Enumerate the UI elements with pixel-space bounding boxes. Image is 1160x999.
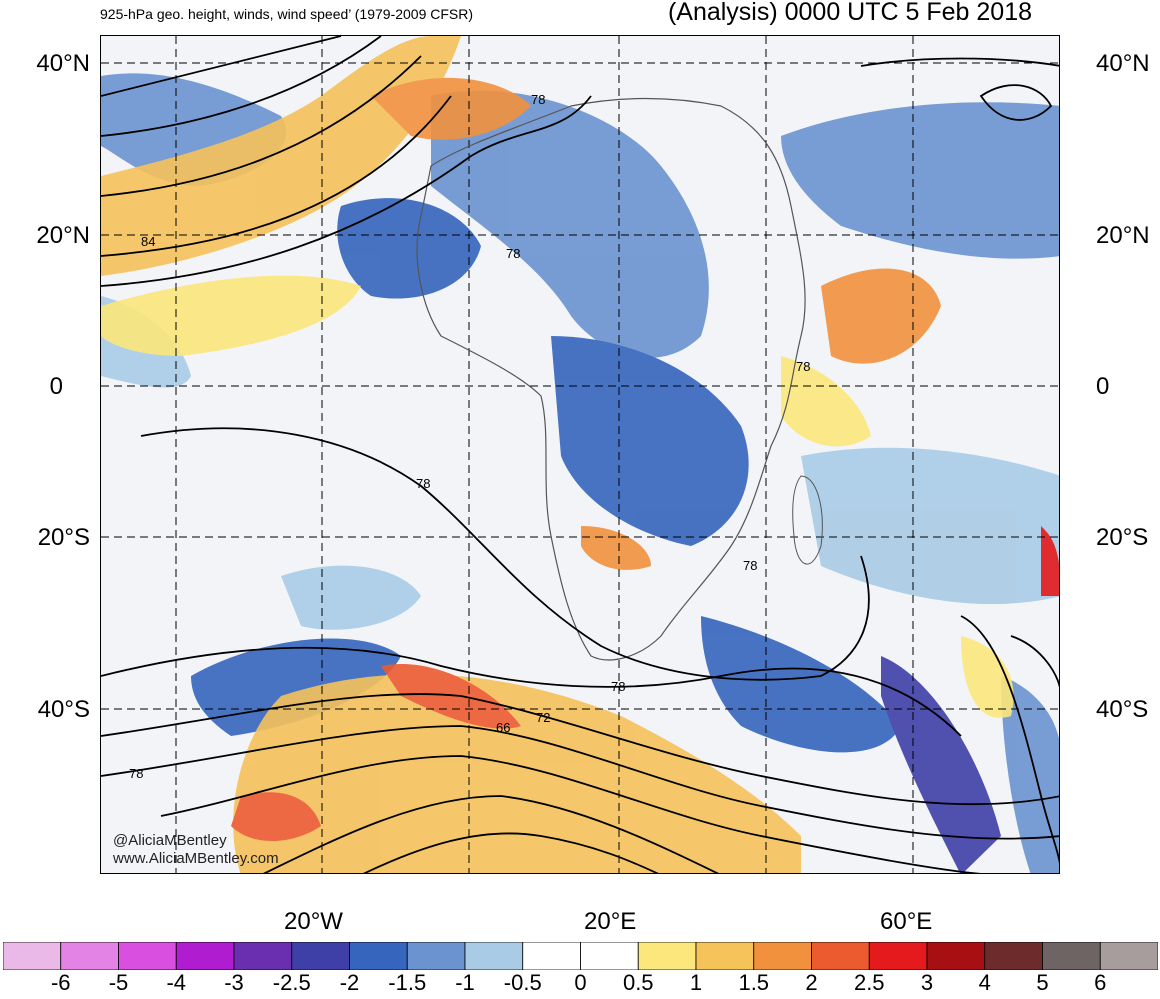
- height-contours: [101, 36, 1059, 873]
- colorbar: [2, 941, 1159, 971]
- colorbar-swatch: [580, 941, 639, 971]
- colorbar-tick-label: 6: [1094, 970, 1107, 995]
- lat-label-right-40n: 40°N: [1096, 50, 1150, 77]
- contour-label: 78: [129, 766, 143, 781]
- map-valid-time: (Analysis) 0000 UTC 5 Feb 2018: [667, 0, 1032, 26]
- colorbar-tick-label: 2: [805, 970, 818, 995]
- lat-label-left-20n: 20°N: [36, 222, 90, 249]
- lat-label-left-eq: 0: [49, 373, 63, 400]
- contour-label: 78: [796, 359, 810, 374]
- colorbar-swatch: [464, 941, 524, 971]
- colorbar-tick-label: 0: [574, 970, 587, 995]
- author-credit: @AliciaMBentley www.AliciaMBentley.com: [113, 832, 279, 868]
- colorbar-swatch: [349, 941, 408, 971]
- lat-label-right-40s: 40°S: [1096, 696, 1149, 723]
- colorbar-swatch: [233, 941, 293, 971]
- colorbar-swatch: [984, 941, 1043, 971]
- contour-label: 84: [141, 234, 155, 249]
- lon-label-20w: 20°W: [284, 908, 343, 935]
- colorbar-tick-label: -6: [50, 970, 71, 995]
- contour-label: 78: [611, 679, 625, 694]
- colorbar-tick-label: 1: [689, 970, 703, 995]
- map-canvas: 78 84 78 78 78 78 78 66 72 78: [101, 36, 1059, 873]
- contour-label: 78: [416, 476, 430, 491]
- map-subtitle: 925-hPa geo. height, winds, wind speed’ …: [100, 6, 474, 22]
- lat-label-left-20s: 20°S: [37, 524, 90, 551]
- colorbar-swatch: [811, 941, 870, 971]
- colorbar-tick-label: 5: [1036, 970, 1049, 995]
- colorbar-tick-label: -2.5: [272, 970, 311, 995]
- colorbar-swatch: [522, 941, 581, 971]
- colorbar-swatch: [60, 941, 119, 971]
- lon-label-60e: 60°E: [880, 908, 933, 935]
- colorbar-tick-label: 2.5: [853, 970, 885, 995]
- lat-label-left-40n: 40°N: [36, 50, 90, 77]
- colorbar-swatch: [637, 941, 697, 971]
- colorbar-swatch: [406, 941, 466, 971]
- colorbar-swatches: [2, 941, 1159, 971]
- map-panel: 78 84 78 78 78 78 78 66 72 78 @AliciaMBe…: [100, 35, 1060, 874]
- colorbar-tick-label: -4: [166, 970, 187, 995]
- colorbar-tick-label: -0.5: [503, 970, 542, 995]
- colorbar-tick-label: -5: [108, 970, 129, 995]
- lat-label-right-20s: 20°S: [1096, 524, 1149, 551]
- colorbar-swatch: [291, 941, 350, 971]
- contour-label: 66: [496, 720, 510, 735]
- colorbar-swatch: [1042, 941, 1101, 971]
- contour-label: 78: [743, 558, 757, 573]
- colorbar-tick-label: 1.5: [738, 970, 770, 995]
- negative-anomaly-shading: [101, 73, 1059, 873]
- graticule: [101, 36, 1059, 873]
- contour-label: 72: [536, 710, 550, 725]
- colorbar-tick-label: 4: [978, 970, 991, 995]
- lat-label-right-20n: 20°N: [1096, 222, 1150, 249]
- madagascar-outline: [792, 475, 823, 565]
- colorbar-swatch: [175, 941, 235, 971]
- colorbar-swatch: [926, 941, 986, 971]
- colorbar-tick-label: -2: [339, 970, 360, 995]
- colorbar-tick-label: 3: [920, 970, 934, 995]
- colorbar-tick-label: -1.5: [388, 970, 427, 995]
- credit-handle: @AliciaMBentley: [113, 832, 227, 849]
- lat-label-right-eq: 0: [1096, 373, 1110, 400]
- colorbar-swatch: [868, 941, 928, 971]
- colorbar-swatch: [118, 941, 177, 971]
- colorbar-swatch: [753, 941, 812, 971]
- colorbar-tick-label: 0.5: [622, 970, 654, 995]
- colorbar-swatch: [1099, 941, 1159, 971]
- colorbar-swatch: [695, 941, 755, 971]
- land-outline: [416, 97, 806, 661]
- contour-label: 78: [531, 92, 545, 107]
- credit-website: www.AliciaMBentley.com: [113, 850, 279, 867]
- colorbar-swatch: [2, 941, 62, 971]
- contour-label: 78: [506, 246, 520, 261]
- lat-label-left-40s: 40°S: [37, 696, 90, 723]
- colorbar-tick-label: -1: [455, 970, 475, 995]
- lon-label-20e: 20°E: [584, 908, 637, 935]
- colorbar-tick-label: -3: [224, 970, 244, 995]
